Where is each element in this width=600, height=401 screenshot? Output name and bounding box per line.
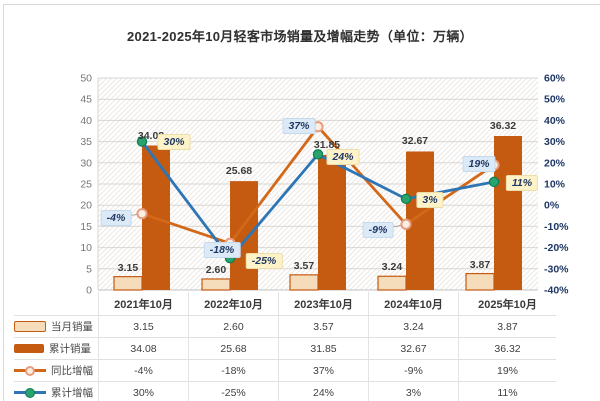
cum-marker xyxy=(400,193,412,205)
left-tick-label: 45 xyxy=(80,94,92,106)
right-tick-label: -30% xyxy=(544,263,569,275)
table-col-header: 2022年10月 xyxy=(188,292,278,316)
right-tick-label: -40% xyxy=(544,285,569,297)
yoy-marker xyxy=(312,121,324,133)
left-tick-label: 5 xyxy=(86,263,92,275)
legend-swatch-cumulative-bar xyxy=(14,344,44,353)
cum-marker xyxy=(136,136,148,147)
legend-label: 同比增幅 xyxy=(51,365,93,377)
table-row-label: 同比增幅 xyxy=(14,360,98,382)
legend-swatch-yoy-line xyxy=(14,365,46,377)
right-tick-label: 10% xyxy=(544,179,566,191)
left-tick-label: 50 xyxy=(80,73,92,85)
legend-label: 当月销量 xyxy=(51,321,93,333)
table-value-cell: 32.67 xyxy=(368,338,458,360)
bar-monthly xyxy=(201,278,231,291)
left-tick-label: 40 xyxy=(80,115,92,127)
yoy-marker xyxy=(224,237,236,249)
cum-marker xyxy=(224,253,236,264)
legend-swatch-cum-line xyxy=(14,387,46,399)
left-tick-label: 15 xyxy=(80,221,92,233)
table-value-cell: 3.24 xyxy=(368,316,458,338)
right-tick-label: 20% xyxy=(544,157,566,169)
table-value-cell: -9% xyxy=(368,360,458,382)
table-value-cell: 34.08 xyxy=(98,338,188,360)
cum-marker xyxy=(312,149,324,160)
legend-swatch-monthly-bar xyxy=(14,321,46,332)
bar-monthly xyxy=(289,274,319,291)
frame-left-line xyxy=(3,4,4,401)
table-value-cell: -4% xyxy=(98,360,188,382)
bar-monthly xyxy=(465,272,495,291)
bar-cumulative xyxy=(494,136,522,290)
left-tick-label: 25 xyxy=(80,179,92,191)
left-tick-label: 10 xyxy=(80,242,92,254)
left-tick-label: 30 xyxy=(80,157,92,169)
bar-monthly xyxy=(113,276,143,291)
right-tick-label: -10% xyxy=(544,221,569,233)
bar-monthly xyxy=(377,275,407,291)
legend-label: 累计增幅 xyxy=(51,387,93,399)
left-tick-label: 20 xyxy=(80,200,92,212)
table-value-cell: 30% xyxy=(98,382,188,401)
cum-marker xyxy=(488,176,500,188)
legend-label: 累计销量 xyxy=(49,343,91,355)
yoy-marker xyxy=(136,208,148,220)
left-tick-label: 35 xyxy=(80,136,92,148)
yoy-marker xyxy=(488,159,500,171)
table-value-cell: -25% xyxy=(188,382,278,401)
table-value-cell: 3% xyxy=(368,382,458,401)
right-tick-label: 30% xyxy=(544,136,566,148)
table-value-cell: 24% xyxy=(278,382,368,401)
table-value-cell: 3.57 xyxy=(278,316,368,338)
right-tick-label: 0% xyxy=(544,200,560,212)
legend-data-table: 2021年10月 2022年10月 2023年10月 2024年10月 2025年10月… xyxy=(14,292,556,401)
left-tick-label: 0 xyxy=(86,285,92,297)
table-row-label: 当月销量 xyxy=(14,316,98,338)
table-value-cell: 31.85 xyxy=(278,338,368,360)
table-value-cell: 3.87 xyxy=(458,316,556,338)
right-tick-label: 60% xyxy=(544,73,566,85)
bar-cumulative xyxy=(318,154,346,290)
table-col-header: 2024年10月 xyxy=(368,292,458,316)
table-value-cell: 11% xyxy=(458,382,556,401)
table-value-cell: 3.15 xyxy=(98,316,188,338)
table-value-cell: -18% xyxy=(188,360,278,382)
table-value-cell: 36.32 xyxy=(458,338,556,360)
table-col-header: 2021年10月 xyxy=(98,292,188,316)
table-col-header: 2025年10月 xyxy=(458,292,556,316)
legend-marker-icon xyxy=(25,365,35,376)
table-value-cell: 37% xyxy=(278,360,368,382)
right-tick-label: -20% xyxy=(544,242,569,254)
table-row-label: 累计销量 xyxy=(14,338,98,360)
table-row-label: 累计增幅 xyxy=(14,382,98,401)
frame-top-line xyxy=(3,4,600,5)
table-corner-cell xyxy=(14,292,98,316)
table-value-cell: 25.68 xyxy=(188,338,278,360)
table-value-cell: 2.60 xyxy=(188,316,278,338)
right-tick-label: 50% xyxy=(544,94,566,106)
legend-marker-icon xyxy=(25,387,35,398)
table-value-cell: 19% xyxy=(458,360,556,382)
right-tick-label: 40% xyxy=(544,115,566,127)
y-axis-title: 单位：万辆 xyxy=(0,180,67,200)
table-col-header: 2023年10月 xyxy=(278,292,368,316)
chart-title: 2021-2025年10月轻客市场销量及增幅走势（单位：万辆） xyxy=(127,29,473,44)
yoy-marker xyxy=(400,218,412,230)
